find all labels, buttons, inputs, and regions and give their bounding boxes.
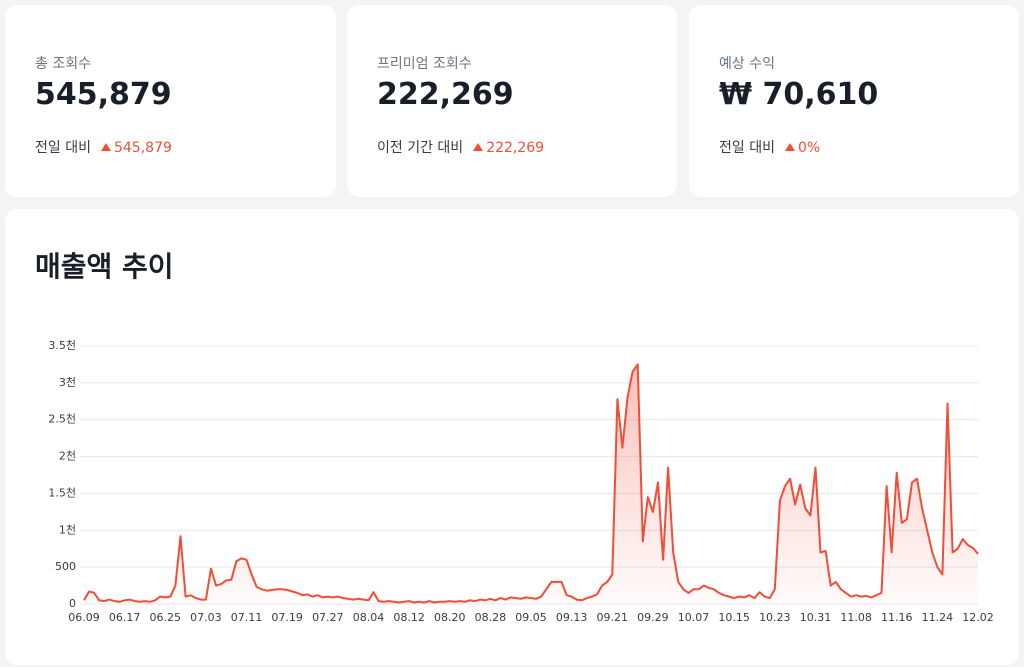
card-compare: 전일 대비 0% xyxy=(719,137,820,157)
up-icon xyxy=(784,143,795,151)
x-tick-label: 09.13 xyxy=(556,611,588,624)
x-tick-label: 06.25 xyxy=(150,611,182,624)
card-label: 예상 수익 xyxy=(719,56,775,72)
up-icon xyxy=(100,143,111,151)
x-tick-label: 12.02 xyxy=(962,611,994,624)
x-tick-label: 09.21 xyxy=(597,611,629,624)
x-tick-label: 07.19 xyxy=(271,611,303,624)
y-tick-label: 1.5천 xyxy=(48,485,76,499)
card-compare: 전일 대비 545,879 xyxy=(35,137,172,157)
x-tick-label: 11.16 xyxy=(881,611,913,624)
delta: 0% xyxy=(784,140,821,156)
x-tick-label: 10.15 xyxy=(718,611,750,624)
x-tick-label: 09.29 xyxy=(637,611,669,624)
x-tick-label: 06.09 xyxy=(68,611,100,624)
y-tick-label: 2천 xyxy=(59,449,76,463)
card-value: 222,269 xyxy=(377,77,514,112)
y-tick-label: 3.5천 xyxy=(48,338,76,352)
x-tick-label: 10.07 xyxy=(678,611,710,624)
delta-value: 545,879 xyxy=(113,140,172,156)
x-tick-label: 08.20 xyxy=(434,611,466,624)
card-value: 545,879 xyxy=(35,77,172,112)
y-tick-label: 2.5천 xyxy=(48,412,76,426)
y-tick-label: 0 xyxy=(69,597,76,610)
area-fill xyxy=(84,364,978,604)
stat-card: 프리미엄 조회수 222,269 이전 기간 대비 222,269 xyxy=(347,5,677,197)
x-tick-label: 08.04 xyxy=(353,611,385,624)
y-tick-label: 1천 xyxy=(59,522,76,536)
x-tick-label: 10.31 xyxy=(800,611,832,624)
x-tick-label: 07.27 xyxy=(312,611,344,624)
y-tick-label: 500 xyxy=(55,560,76,573)
card-label: 총 조회수 xyxy=(35,56,91,72)
compare-label: 이전 기간 대비 xyxy=(377,140,464,156)
delta: 545,879 xyxy=(100,140,172,156)
stat-card: 예상 수익 ₩ 70,610 전일 대비 0% xyxy=(689,5,1019,197)
x-tick-label: 06.17 xyxy=(109,611,141,624)
delta: 222,269 xyxy=(473,140,544,156)
up-icon xyxy=(473,143,484,151)
chart-title: 매출액 추이 xyxy=(35,250,174,283)
compare-label: 전일 대비 xyxy=(719,140,775,156)
card-label: 프리미엄 조회수 xyxy=(377,56,472,72)
x-tick-label: 11.24 xyxy=(922,611,954,624)
line xyxy=(83,363,979,604)
y-tick-label: 3천 xyxy=(59,375,76,389)
delta-value: 0% xyxy=(797,140,821,156)
x-tick-label: 09.05 xyxy=(515,611,547,624)
x-tick-label: 08.12 xyxy=(393,611,425,624)
compare-label: 전일 대비 xyxy=(35,140,91,156)
x-tick-label: 11.08 xyxy=(840,611,872,624)
x-tick-label: 07.11 xyxy=(231,611,263,624)
delta-value: 222,269 xyxy=(486,140,545,156)
card-compare: 이전 기간 대비 222,269 xyxy=(377,137,544,157)
card-value: ₩ 70,610 xyxy=(719,77,879,112)
x-tick-label: 10.23 xyxy=(759,611,791,624)
stat-card: 총 조회수 545,879 전일 대비 545,879 xyxy=(5,5,336,197)
x-tick-label: 07.03 xyxy=(190,611,222,624)
x-tick-label: 08.28 xyxy=(475,611,507,624)
